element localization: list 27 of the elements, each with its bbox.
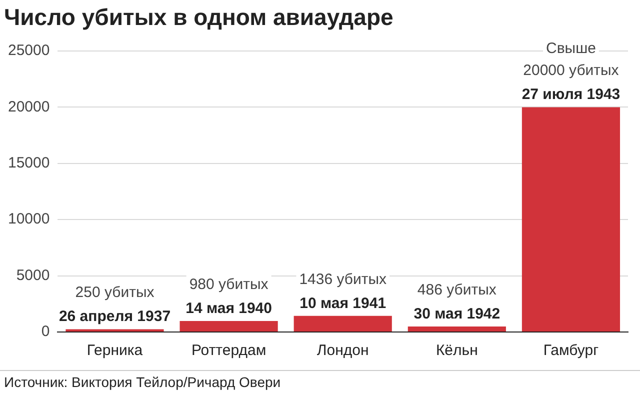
data-label: 1436 убитых <box>299 270 388 288</box>
bar <box>408 326 506 332</box>
x-tick-label: Герника <box>86 342 144 360</box>
text: Источник: Виктория Тейлор/Ричард Овери <box>0 370 640 390</box>
data-label: 980 убитых <box>189 276 269 293</box>
bar <box>294 316 392 332</box>
chart-title: Число убитых в одном авиаударе <box>3 3 394 32</box>
data-label: 250 убитых <box>75 284 155 302</box>
bar <box>180 320 278 332</box>
y-tick-label: 15000 <box>8 154 50 172</box>
data-label: 486 убитых <box>417 282 497 299</box>
x-tick-label: Кёльн <box>436 342 478 360</box>
annotation: 26 апреля 1937 <box>58 308 171 326</box>
annotation: 14 мая 1940 <box>186 300 272 317</box>
annotation: 30 мая 1942 <box>414 306 500 323</box>
annotation: 27 июля 1943 <box>522 86 620 104</box>
y-tick-label: 20000 <box>8 98 50 116</box>
x-tick-label: Гамбург <box>543 342 600 360</box>
annotation: 10 мая 1941 <box>300 294 386 312</box>
data-label: Свыше 20000 убитых <box>523 40 620 80</box>
y-tick-label: 25000 <box>8 42 50 60</box>
x-tick-label: Роттердам <box>191 342 266 360</box>
x-tick-label: Лондон <box>316 342 369 360</box>
bar <box>522 107 620 332</box>
y-tick-label: 10000 <box>8 210 50 228</box>
y-tick-label: 5000 <box>16 266 50 284</box>
y-tick-label: 0 <box>41 323 50 340</box>
